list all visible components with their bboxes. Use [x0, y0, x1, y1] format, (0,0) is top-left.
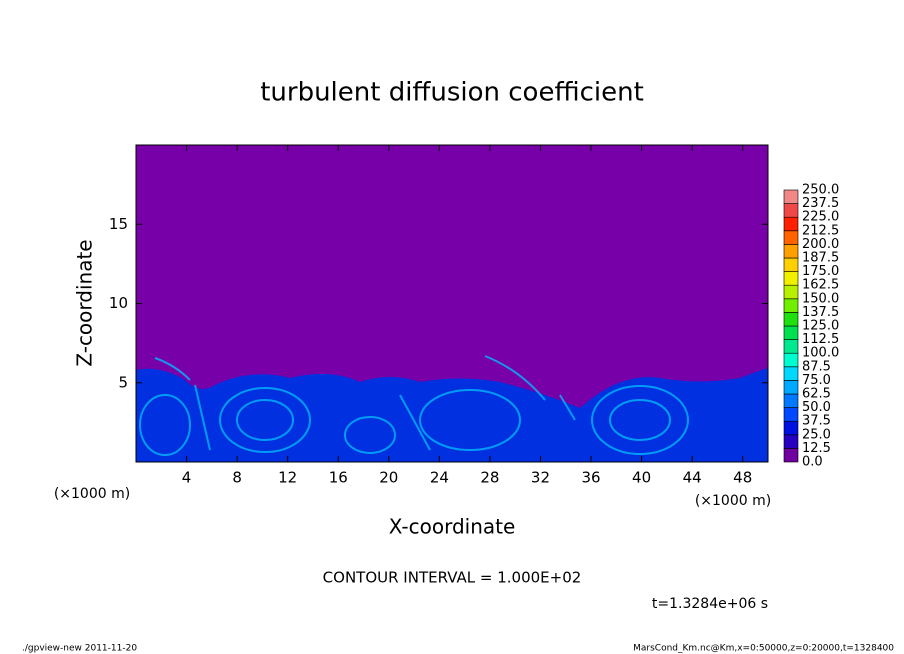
colorbar-label: 200.0 [802, 237, 839, 252]
plume [154, 355, 576, 451]
eddy [344, 416, 396, 454]
colorbar-label: 237.5 [802, 196, 839, 211]
colorbar-label: 125.0 [802, 319, 839, 334]
colorbar-label: 137.5 [802, 305, 839, 320]
x-tick-label: 36 [581, 469, 600, 487]
colorbar-box [783, 284, 799, 300]
x-tick-label: 44 [683, 469, 702, 487]
colorbar-box [783, 352, 799, 368]
eddy [591, 385, 689, 455]
colorbar-box [783, 448, 799, 463]
x-tick-label: 4 [182, 469, 192, 487]
colorbar-box [783, 230, 799, 245]
colorbar-label: 87.5 [802, 359, 831, 374]
colorbar-label: 25.0 [802, 427, 831, 442]
colorbar-label: 12.5 [802, 441, 831, 456]
contour-interval: CONTOUR INTERVAL = 1.000E+02 [323, 569, 582, 587]
footer-right: MarsCond_Km.nc@Km,x=0:50000,z=0:20000,t=… [633, 644, 894, 654]
eddy [236, 399, 294, 441]
x-unit-label: (×1000 m) [695, 493, 771, 509]
turbulent-layer [136, 368, 768, 462]
colorbar-box [783, 420, 799, 436]
x-tick-label: 16 [329, 469, 348, 487]
eddy [139, 394, 191, 456]
colorbar-label: 162.5 [802, 278, 839, 293]
colorbar-label: 112.5 [802, 332, 839, 347]
colorbar-box [783, 339, 799, 354]
colorbar-label: 187.5 [802, 251, 839, 266]
colorbar-label: 100.0 [802, 346, 839, 361]
x-tick-label: 20 [379, 469, 398, 487]
colorbar-box [783, 271, 799, 286]
time-label: t=1.3284e+06 s [652, 596, 768, 612]
eddies [139, 355, 689, 456]
y-tick-label: 15 [109, 215, 128, 233]
colorbar-box [783, 366, 799, 381]
colorbar-label: 50.0 [802, 400, 831, 415]
eddy [419, 389, 521, 451]
colorbar-box [783, 434, 799, 449]
colorbar-label: 75.0 [802, 373, 831, 388]
eddy [609, 399, 671, 441]
y-axis-label: Z-coordinate [73, 239, 97, 366]
colorbar-label: 62.5 [802, 387, 831, 402]
x-tick-label: 24 [430, 469, 449, 487]
colorbar-label: 175.0 [802, 264, 839, 279]
colorbar-box [783, 257, 799, 272]
colorbar-box [783, 244, 799, 259]
colorbar-box [783, 407, 799, 422]
eddy [219, 387, 311, 453]
y-tick-label: 10 [109, 294, 128, 312]
colorbar-box [783, 203, 799, 218]
colorbar-label: 212.5 [802, 223, 839, 238]
colorbar-box [783, 298, 799, 313]
x-tick-label: 32 [531, 469, 550, 487]
y-tick-label: 5 [118, 373, 128, 391]
x-tick-label: 8 [232, 469, 242, 487]
colorbar-box [783, 393, 799, 408]
chart-title: turbulent diffusion coefficient [260, 78, 644, 108]
field [136, 145, 768, 462]
x-tick-label: 48 [733, 469, 752, 487]
footer-left: ./gpview-new 2011-11-20 [22, 644, 137, 654]
x-unit-label: (×1000 m) [54, 486, 130, 502]
colorbar-label: 250.0 [802, 183, 839, 198]
colorbar-box [783, 380, 799, 395]
colorbar-label: 0.0 [802, 455, 823, 470]
colorbar-label: 225.0 [802, 210, 839, 225]
x-tick-label: 28 [480, 469, 499, 487]
colorbar-label: 37.5 [802, 414, 831, 429]
colorbar-box [783, 325, 799, 340]
x-tick-label: 40 [632, 469, 651, 487]
colorbar-box [783, 312, 799, 327]
colorbar-box [783, 216, 799, 232]
colorbar-label: 150.0 [802, 291, 839, 306]
x-axis-label: X-coordinate [389, 515, 516, 539]
x-tick-label: 12 [278, 469, 297, 487]
colorbar-box [783, 189, 799, 204]
